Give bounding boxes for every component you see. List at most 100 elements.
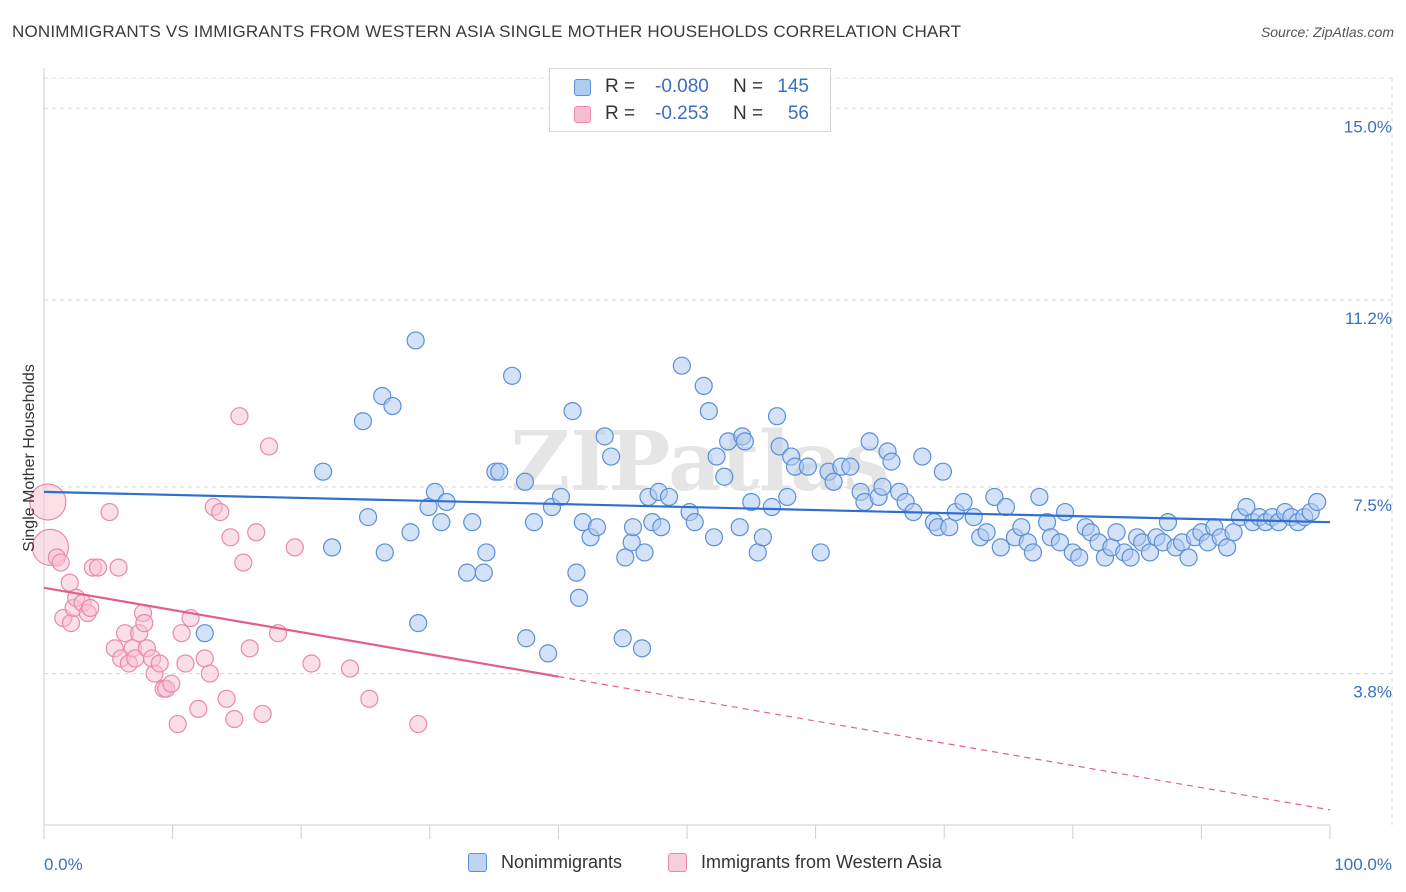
legend-row-immigrants: R = -0.253 N = 56 <box>574 102 809 126</box>
data-point-nonimmigrants <box>824 472 843 491</box>
data-point-nonimmigrants <box>798 457 817 476</box>
data-point-nonimmigrants <box>457 563 477 582</box>
data-point-nonimmigrants <box>735 432 754 451</box>
data-point-nonimmigrants <box>623 518 643 537</box>
trend-line-nonimmigrants <box>43 490 1331 524</box>
data-point-nonimmigrants <box>753 528 772 547</box>
legend-swatch-pink <box>574 105 591 123</box>
data-point-immigrants <box>189 699 208 719</box>
data-point-immigrants <box>195 649 214 668</box>
series-legend: Nonimmigrants Immigrants from Western As… <box>0 852 1406 878</box>
data-point-immigrants <box>81 598 100 618</box>
data-point-nonimmigrants <box>1070 548 1089 567</box>
data-point-nonimmigrants <box>715 467 734 486</box>
data-point-nonimmigrants <box>873 477 892 496</box>
y-tick-label: 11.2% <box>1345 309 1392 328</box>
data-point-nonimmigrants <box>1023 543 1043 562</box>
data-point-nonimmigrants <box>401 523 420 542</box>
series-nonimmigrants <box>195 331 1327 663</box>
data-point-immigrants <box>88 558 108 577</box>
y-tick-label: 15.0% <box>1344 117 1392 136</box>
data-point-nonimmigrants <box>991 538 1010 557</box>
data-point-immigrants <box>360 689 379 708</box>
data-point-nonimmigrants <box>742 492 761 512</box>
y-axis-label: Single Mother Households <box>21 364 38 552</box>
data-point-nonimmigrants <box>322 538 342 557</box>
data-point-immigrants <box>150 654 169 673</box>
n-label: N = <box>733 103 764 124</box>
data-point-nonimmigrants <box>613 629 632 648</box>
data-point-nonimmigrants <box>353 412 373 431</box>
data-point-immigrants <box>172 624 191 643</box>
data-point-nonimmigrants <box>503 366 522 385</box>
r-value: -0.253 <box>655 103 709 124</box>
legend-swatch-blue <box>468 853 487 872</box>
data-point-immigrants <box>285 538 304 557</box>
x-tick-label: 100.0% <box>1334 855 1392 874</box>
data-point-immigrants <box>51 553 70 572</box>
data-point-nonimmigrants <box>595 427 614 446</box>
data-point-nonimmigrants <box>1050 533 1070 552</box>
data-point-nonimmigrants <box>985 487 1004 507</box>
tick-labels: 3.8% 7.5% 11.2% 15.0% 0.0% 100.0% <box>44 117 1392 874</box>
x-tick-label: 0.0% <box>44 855 83 874</box>
data-point-immigrants <box>200 664 219 683</box>
data-point-immigrants <box>60 573 79 592</box>
r-value: -0.080 <box>655 76 709 97</box>
data-point-nonimmigrants <box>652 518 671 537</box>
data-point-immigrants <box>234 553 253 572</box>
data-point-nonimmigrants <box>375 543 394 562</box>
data-point-nonimmigrants <box>707 447 726 466</box>
n-value: 56 <box>787 103 809 124</box>
data-point-nonimmigrants <box>811 543 830 562</box>
data-point-nonimmigrants <box>778 487 797 507</box>
data-point-nonimmigrants <box>602 447 621 466</box>
data-point-immigrants <box>109 558 128 577</box>
trend-line-immigrants <box>43 586 559 678</box>
data-point-immigrants <box>176 654 195 673</box>
data-point-nonimmigrants <box>704 528 724 547</box>
data-point-nonimmigrants <box>1224 523 1243 542</box>
trend-line-immigrants-extrapolated <box>558 676 1331 811</box>
data-point-nonimmigrants <box>1121 548 1140 567</box>
legend-swatch-pink <box>668 853 687 872</box>
data-point-immigrants <box>302 654 321 673</box>
data-point-nonimmigrants <box>841 457 860 476</box>
legend-label: Immigrants from Western Asia <box>701 852 942 872</box>
data-point-nonimmigrants <box>313 462 333 481</box>
data-point-nonimmigrants <box>567 563 586 582</box>
r-label: R = <box>605 76 636 97</box>
data-point-nonimmigrants <box>490 462 509 481</box>
n-label: N = <box>733 76 764 97</box>
data-point-nonimmigrants <box>569 588 589 607</box>
legend-row-nonimmigrants: R = -0.080 N = 145 <box>574 75 809 99</box>
data-point-nonimmigrants <box>409 614 428 633</box>
data-point-immigrants <box>247 523 266 542</box>
data-point-nonimmigrants <box>954 492 973 512</box>
data-point-nonimmigrants <box>1158 513 1178 532</box>
data-point-nonimmigrants <box>1179 548 1198 567</box>
data-point-nonimmigrants <box>767 407 787 426</box>
data-point-nonimmigrants <box>358 508 378 527</box>
data-point-nonimmigrants <box>635 543 654 562</box>
data-point-immigrants <box>259 437 279 456</box>
data-point-nonimmigrants <box>685 513 704 532</box>
data-point-nonimmigrants <box>694 376 713 395</box>
data-point-nonimmigrants <box>432 513 451 532</box>
data-point-nonimmigrants <box>383 396 402 416</box>
chart-title: NONIMMIGRANTS VS IMMIGRANTS FROM WESTERN… <box>12 22 962 41</box>
data-point-immigrants <box>409 714 428 734</box>
data-point-nonimmigrants <box>940 518 959 537</box>
data-point-nonimmigrants <box>477 543 496 562</box>
trend-lines <box>43 490 1331 811</box>
data-point-nonimmigrants <box>913 447 932 466</box>
data-point-immigrants <box>225 709 244 729</box>
data-point-immigrants <box>230 407 249 426</box>
data-point-nonimmigrants <box>517 629 536 648</box>
data-point-immigrants <box>240 639 259 658</box>
series-immigrants-western-asia <box>29 407 428 734</box>
data-point-nonimmigrants <box>1030 487 1049 507</box>
data-point-nonimmigrants <box>882 452 901 471</box>
axes <box>43 68 1331 839</box>
legend-swatch-blue <box>574 78 591 96</box>
